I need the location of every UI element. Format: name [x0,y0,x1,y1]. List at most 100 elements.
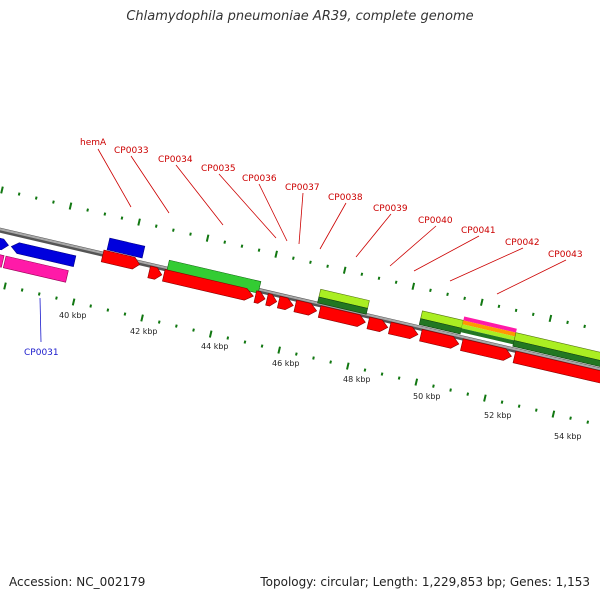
label-leaders [39,148,567,343]
minor-tick [394,280,398,284]
cds-cp0043 [460,338,512,361]
minor-tick [326,264,329,268]
minor-tick [312,356,315,360]
minor-tick [566,320,569,325]
minor-tick [103,212,107,216]
leader-cp0031 [39,297,42,343]
major-tick [551,410,556,418]
major-tick [483,394,487,402]
gene-label-cp0034: CP0034 [158,155,193,165]
leader-cp0035 [218,173,277,239]
gene-label-cp0031: CP0031 [24,348,59,358]
lime-feature-cp0043 [512,332,600,368]
leader-cp0034 [175,164,224,226]
scale-label-46: 46 kbp [272,359,300,368]
minor-tick [243,340,247,344]
minor-tick [123,312,127,316]
gene-label-cp0033: CP0033 [114,146,149,156]
minor-tick [52,200,55,204]
scale-label-52: 52 kbp [484,411,512,420]
minor-tick [55,296,58,300]
feature-tracks [0,236,600,384]
leader-cp0037 [298,192,304,245]
scale-label-44: 44 kbp [201,342,229,351]
leader-cp0042 [449,247,524,282]
minor-tick [154,224,158,228]
minor-tick [86,208,89,212]
leader-cp0039 [355,213,392,258]
scale-label-40: 40 kbp [59,311,87,320]
minor-tick [569,416,572,420]
cds-cp0033 [147,265,163,280]
minor-tick [500,400,504,404]
major-tick [3,282,7,290]
minor-tick [363,368,367,372]
cds-hemA [100,249,140,270]
gene-label-cp0042: CP0042 [505,238,540,248]
gene-label-cp0041: CP0041 [461,226,496,236]
cds-cp0037 [276,295,294,311]
minor-tick [497,304,501,309]
major-tick [548,314,553,323]
minor-tick [257,248,261,252]
scale-label-54: 54 kbp [554,432,582,441]
gene-label-cp0043: CP0043 [548,250,583,260]
gene-labels: hemA CP0033 CP0034 CP0035 CP0036 CP0037 … [24,138,583,358]
scale-label-42: 42 kbp [130,327,158,336]
scale-label-48: 48 kbp [343,375,371,384]
leader-cp0033 [130,155,170,214]
minor-tick [226,336,230,340]
backbone [0,227,600,373]
minor-tick [309,260,312,264]
minor-tick [377,276,381,280]
major-tick [208,330,213,338]
minor-tick [89,304,92,308]
minor-tick [175,324,178,328]
scale-label-50: 50 kbp [413,392,441,401]
minor-tick [192,328,195,332]
major-tick [0,186,4,194]
cds-cp0036 [265,293,278,307]
minor-tick [586,420,590,424]
gene-label-cp0036: CP0036 [242,174,277,184]
major-tick [414,378,419,386]
lime-feature-cp0041 [418,310,464,335]
minor-tick [157,320,161,324]
minor-tick [380,372,384,376]
minor-tick [517,404,521,408]
cds-cp0038 [293,299,318,316]
leader-cp0043 [496,259,567,295]
gene-label-cp0035: CP0035 [201,164,236,174]
major-tick [205,234,210,242]
cds-cp0042 [419,328,460,349]
minor-tick [120,216,124,220]
pink-feature-cp0042 [460,316,517,345]
cds-cp0040 [366,316,389,333]
major-tick [346,362,350,370]
minor-tick [292,256,295,260]
minor-tick [172,228,175,232]
minor-tick [17,192,21,196]
major-tick [68,202,73,210]
minor-tick [429,288,432,293]
leader-cp0038 [319,202,347,250]
major-tick [411,282,416,290]
cds-cp0039 [317,305,366,327]
inner-tick-ring [3,282,590,424]
minor-tick [583,324,586,329]
minor-tick [466,392,470,396]
blue-feature-rev [10,242,77,267]
leader-cp0041 [413,235,480,272]
minor-tick [34,196,38,200]
minor-tick [360,272,364,276]
minor-tick [432,384,435,388]
minor-tick [240,244,244,248]
major-tick [140,314,144,322]
minor-tick [295,352,298,356]
leader-cp0036 [258,183,288,242]
backbone-highlight [0,228,600,370]
pink-feature-1 [0,251,5,268]
leader-cp0040 [389,225,437,267]
gene-label-cp0040: CP0040 [418,216,453,226]
